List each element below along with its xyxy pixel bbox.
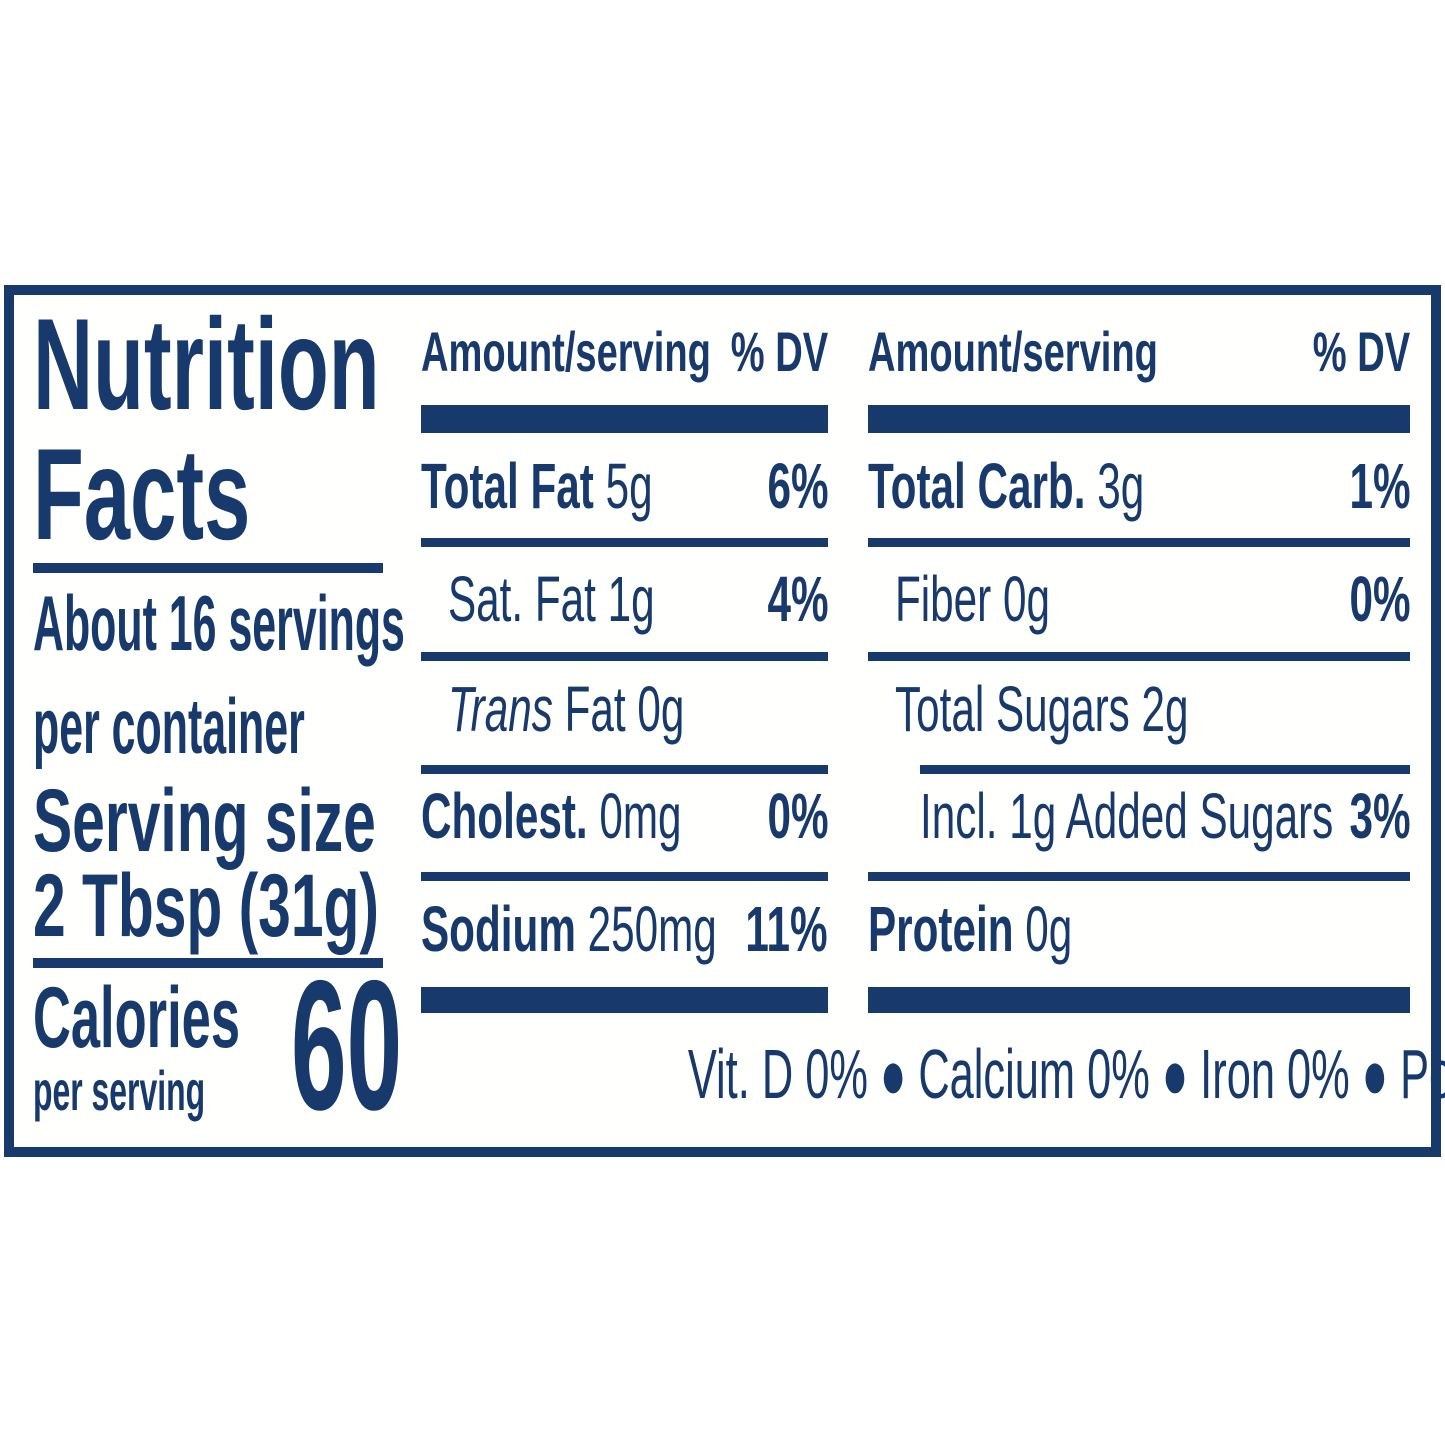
cholesterol-dv: 0% (766, 780, 828, 852)
added-sugars-dv: 3% (1348, 780, 1410, 852)
calories-per-serving-label: per serving (33, 1059, 206, 1122)
serving-size: Serving size 2 Tbsp (31g) (33, 770, 557, 955)
servings-line-1: About 16 servings (33, 579, 405, 667)
divider (868, 872, 1410, 881)
total-carb-dv: 1% (1348, 450, 1410, 522)
summary-column: Nutrition Facts About 16 servings per co… (33, 295, 428, 1147)
divider (421, 872, 828, 881)
carb-protein-column: Amount/serving % DV Total Carb. 3g 1% Fi… (868, 295, 1410, 1147)
servings-per-container: About 16 servings per container (33, 572, 709, 778)
divider (868, 538, 1410, 547)
sat-fat-dv: 4% (766, 563, 828, 635)
calories-label: Calories (33, 970, 241, 1066)
column-header: Amount/serving % DV (868, 320, 1410, 384)
nutrition-facts-label: Nutrition Facts About 16 servings per co… (4, 285, 1445, 1157)
amount-per-serving-header: Amount/serving (868, 320, 1158, 383)
calories-value: 60 (291, 943, 403, 1149)
thick-divider (868, 987, 1410, 1013)
title-line-1: Nutrition (33, 291, 380, 437)
amount-per-serving-header: Amount/serving (421, 320, 711, 383)
label-content: Nutrition Facts About 16 servings per co… (14, 295, 1445, 1147)
percent-dv-header: % DV (1312, 320, 1410, 383)
fiber-dv: 0% (1348, 563, 1410, 635)
divider (33, 563, 383, 573)
title-line-2: Facts (33, 421, 251, 567)
column-header: Amount/serving % DV (421, 320, 828, 384)
servings-line-2: per container (33, 682, 305, 770)
serving-size-value: 2 Tbsp (31g) (33, 855, 379, 955)
divider (421, 765, 828, 774)
thick-divider (421, 987, 828, 1013)
total-fat-dv: 6% (766, 450, 828, 522)
divider (920, 765, 1410, 774)
percent-dv-header: % DV (730, 320, 828, 383)
divider (421, 538, 828, 547)
thick-divider (868, 405, 1410, 433)
sodium-dv: 11% (745, 893, 828, 965)
serving-size-label: Serving size (33, 770, 376, 870)
nutrition-facts-title: Nutrition Facts (33, 299, 575, 559)
thick-divider (421, 405, 828, 433)
divider (868, 652, 1410, 661)
divider (33, 958, 383, 968)
fat-sodium-column: Amount/serving % DV Total Fat 5g 6% Sat.… (421, 295, 828, 1147)
vitamins-minerals-footer: Vit. D 0% ● Calcium 0% ● Iron 0% ● Potas… (687, 1035, 1445, 1113)
divider (421, 652, 828, 661)
